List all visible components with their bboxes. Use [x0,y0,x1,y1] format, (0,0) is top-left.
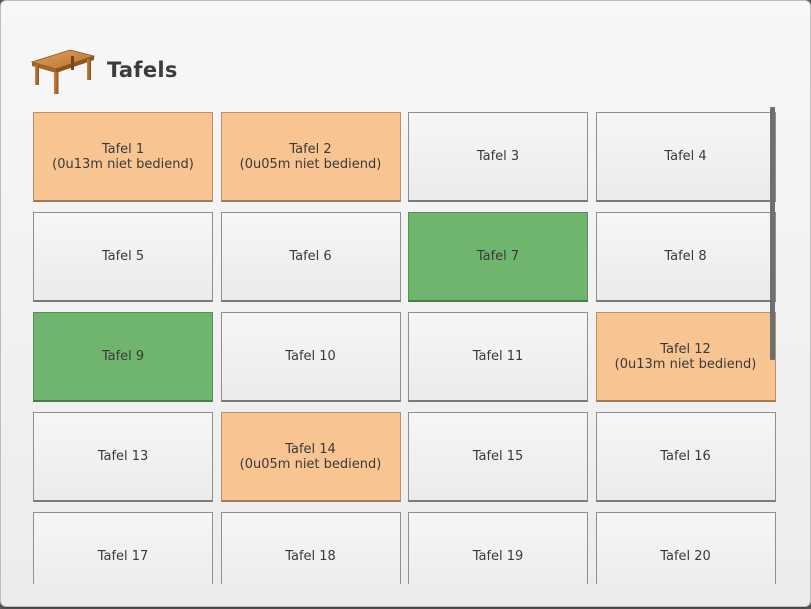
table-tile-label: Tafel 5 [102,249,144,264]
table-status: (0u05m niet bediend) [239,456,382,472]
table-tile-label: Tafel 13 [98,449,149,464]
table-name: Tafel 20 [660,549,711,564]
table-tile-label: Tafel 7 [477,249,519,264]
table-name: Tafel 2 [289,141,332,157]
table-name: Tafel 16 [660,449,711,464]
table-tile[interactable]: Tafel 3 [408,112,588,202]
table-status: (0u05m niet bediend) [239,156,382,172]
table-name: Tafel 12 [660,341,711,357]
scrollbar-thumb[interactable] [770,107,775,360]
table-name: Tafel 6 [289,249,332,264]
table-tile[interactable]: Tafel 1 (0u13m niet bediend) [33,112,213,202]
table-name: Tafel 4 [664,149,707,164]
table-tile[interactable]: Tafel 10 [220,312,401,402]
page-header: Tafels [28,45,178,95]
table-tile[interactable]: Tafel 6 [220,212,401,302]
table-tile-label: Tafel 18 [285,549,336,564]
table-name: Tafel 10 [285,349,336,364]
table-tile-label: Tafel 4 [664,149,706,164]
table-name: Tafel 19 [472,549,524,564]
table-tile-label: Tafel 15 [473,449,524,464]
table-tile[interactable]: Tafel 5 [33,212,213,302]
table-name: Tafel 17 [97,549,149,564]
table-tile[interactable]: Tafel 19 [408,512,588,584]
table-tile-label: Tafel 17 [98,549,149,564]
table-icon [30,49,96,94]
table-tile[interactable]: Tafel 17 [33,512,213,584]
table-name: Tafel 8 [664,249,707,264]
table-name: Tafel 11 [472,349,524,364]
table-tile-label: Tafel 8 [664,249,706,264]
table-tile[interactable]: Tafel 14 (0u05m niet bediend) [220,412,401,502]
table-name: Tafel 3 [476,149,520,164]
table-tile-label: Tafel 16 [660,449,711,464]
page-title: Tafels [107,58,178,82]
table-tile[interactable]: Tafel 9 [33,312,213,402]
table-tile[interactable]: Tafel 16 [595,412,776,502]
table-name: Tafel 5 [101,249,145,264]
table-tile-label: Tafel 12 (0u13m niet bediend) [615,342,757,372]
table-name: Tafel 1 [101,141,145,157]
table-tile[interactable]: Tafel 20 [595,512,776,584]
table-tile[interactable]: Tafel 13 [33,412,213,502]
table-tile-label: Tafel 2 (0u05m niet bediend) [240,142,382,172]
table-name: Tafel 13 [97,449,149,464]
table-tile-label: Tafel 3 [477,149,519,164]
table-tile-label: Tafel 20 [660,549,711,564]
table-tile-label: Tafel 6 [289,249,331,264]
table-name: Tafel 9 [101,349,145,364]
table-tile-label: Tafel 11 [473,349,524,364]
table-name: Tafel 7 [476,249,520,264]
vertical-scrollbar[interactable] [770,107,775,585]
table-name: Tafel 18 [285,549,336,564]
table-tile[interactable]: Tafel 7 [408,212,588,302]
table-status: (0u13m niet bediend) [614,356,757,372]
table-tile-label: Tafel 9 [102,349,144,364]
table-tile[interactable]: Tafel 11 [408,312,588,402]
table-tile[interactable]: Tafel 15 [408,412,588,502]
table-tile-label: Tafel 14 (0u05m niet bediend) [240,442,382,472]
table-tile[interactable]: Tafel 2 (0u05m niet bediend) [220,112,401,202]
table-tile-label: Tafel 19 [473,549,524,564]
table-tile-label: Tafel 10 [285,349,336,364]
tables-grid-viewport: Tafel 1 (0u13m niet bediend) Tafel 2 (0u05m… [33,112,778,584]
table-tile[interactable]: Tafel 12 (0u13m niet bediend) [595,312,776,402]
table-name: Tafel 14 [285,441,336,457]
table-tile[interactable]: Tafel 4 [595,112,776,202]
table-tile[interactable]: Tafel 18 [220,512,401,584]
table-tile[interactable]: Tafel 8 [595,212,776,302]
table-name: Tafel 15 [472,449,524,464]
table-status: (0u13m niet bediend) [52,156,194,172]
tables-grid: Tafel 1 (0u13m niet bediend) Tafel 2 (0u05m… [33,112,776,584]
table-tile-label: Tafel 1 (0u13m niet bediend) [52,142,194,172]
